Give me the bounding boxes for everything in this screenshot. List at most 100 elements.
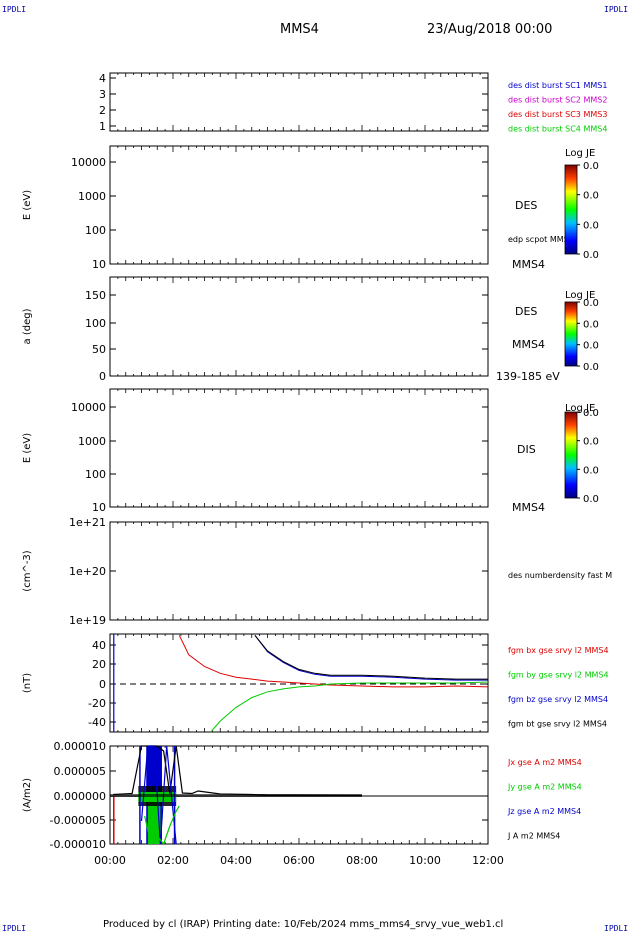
legend-burst: des dist burst SC2 MMS2 xyxy=(508,96,607,105)
bfield-series xyxy=(210,681,489,733)
y-axis-label-des_pitch: a (deg) xyxy=(22,308,33,344)
y-tick-label: -0.000010 xyxy=(50,838,106,851)
footer-credit: Produced by cl (IRAP) Printing date: 10/… xyxy=(103,919,504,930)
legend-bfield: fgm bx gse srvy l2 MMS4 xyxy=(508,646,609,655)
dis-sc-label: MMS4 xyxy=(512,501,545,514)
colorbar-value: 0.0 xyxy=(583,362,599,373)
legend-burst: des dist burst SC1 MMS1 xyxy=(508,81,607,90)
y-tick-label: 10 xyxy=(92,501,106,514)
y-tick-label: 2 xyxy=(99,104,106,117)
y-tick-label: 1e+19 xyxy=(69,614,106,627)
y-tick-label: 150 xyxy=(85,289,106,302)
legend-burst: des dist burst SC4 MMS4 xyxy=(508,125,607,134)
y-tick-label: 50 xyxy=(92,343,106,356)
y-tick-label: 1e+20 xyxy=(69,565,106,578)
corner-label-top-left: IPDLI xyxy=(2,5,27,14)
colorbar-value: 0.0 xyxy=(583,341,599,352)
legend-bfield: fgm bt gse srvy l2 MMS4 xyxy=(508,720,607,729)
corner-label-bottom-right: IPDLI xyxy=(604,924,629,933)
current-burst-fill xyxy=(147,796,161,844)
energy-range-label: 139-185 eV xyxy=(496,370,560,383)
date-title: 23/Aug/2018 00:00 xyxy=(427,22,553,37)
scpot-label: edp scpot MMS4 xyxy=(508,235,574,244)
colorbar-title: Log JE xyxy=(565,290,595,301)
panel-frame-des_energy xyxy=(109,145,489,265)
x-tick-label: 08:00 xyxy=(346,854,378,867)
bfield-series xyxy=(254,634,488,680)
y-axis-label-current: (A/m2) xyxy=(22,778,33,812)
y-tick-label: 1000 xyxy=(78,435,106,448)
panel-frame-dis_energy xyxy=(109,388,489,508)
colorbar-value: 0.0 xyxy=(583,319,599,330)
current-noise-band xyxy=(110,794,362,797)
x-tick-label: 00:00 xyxy=(94,854,126,867)
x-tick-label: 10:00 xyxy=(409,854,441,867)
y-tick-label: 1e+21 xyxy=(69,516,106,529)
current-series xyxy=(140,745,177,845)
spacecraft-title: MMS4 xyxy=(280,22,319,37)
colorbar-value: 0.0 xyxy=(583,250,599,261)
colorbar-title: Log JE xyxy=(565,403,595,414)
colorbar-value: 0.0 xyxy=(583,298,599,309)
y-tick-label: 100 xyxy=(85,468,106,481)
des-pitch-sc-label: MMS4 xyxy=(512,338,545,351)
x-tick-label: 06:00 xyxy=(283,854,315,867)
y-tick-label: 100 xyxy=(85,317,106,330)
legend-burst: des dist burst SC3 MMS3 xyxy=(508,110,607,119)
colorbar-value: 0.0 xyxy=(583,191,599,202)
colorbar-value: 0.0 xyxy=(583,437,599,448)
y-tick-label: 20 xyxy=(92,658,106,671)
x-tick-label: 02:00 xyxy=(157,854,189,867)
x-tick-label: 12:00 xyxy=(472,854,504,867)
legend-bfield: fgm bz gse srvy l2 MMS4 xyxy=(508,695,608,704)
bfield-series xyxy=(254,634,488,681)
colorbar-value: 0.0 xyxy=(583,408,599,419)
y-tick-label: 40 xyxy=(92,639,106,652)
dis-label: DIS xyxy=(517,443,536,456)
des-energy-sc-label: MMS4 xyxy=(512,258,545,271)
des-pitch-label: DES xyxy=(515,305,537,318)
corner-label-bottom-left: IPDLI xyxy=(2,924,27,933)
colorbar-title: Log JE xyxy=(565,148,595,159)
panel-frame-des_pitch xyxy=(109,276,489,377)
y-axis-label-bfield: (nT) xyxy=(22,673,33,693)
colorbar-scale xyxy=(564,164,578,255)
x-tick-label: 04:00 xyxy=(220,854,252,867)
legend-bfield: fgm by gse srvy l2 MMS4 xyxy=(508,671,609,680)
legend-current: Jz gse A m2 MMS4 xyxy=(507,807,581,816)
y-tick-label: -20 xyxy=(88,697,106,710)
legend-current: Jx gse A m2 MMS4 xyxy=(507,758,582,767)
panel-frame-burst xyxy=(109,72,489,132)
y-tick-label: 0.000000 xyxy=(54,790,107,803)
panel-frame-density xyxy=(109,521,489,621)
y-tick-label: 1 xyxy=(99,120,106,133)
y-axis-label-density: (cm^-3) xyxy=(22,550,33,591)
y-tick-label: 10 xyxy=(92,258,106,271)
y-tick-label: 3 xyxy=(99,88,106,101)
des-label: DES xyxy=(515,199,537,212)
y-tick-label: 100 xyxy=(85,224,106,237)
colorbar-scale xyxy=(564,301,578,367)
colorbar-scale xyxy=(564,411,578,499)
y-tick-label: 0 xyxy=(99,370,106,383)
y-tick-label: 1000 xyxy=(78,190,106,203)
y-tick-label: 10000 xyxy=(71,401,106,414)
y-tick-label: 10000 xyxy=(71,156,106,169)
y-axis-label-dis_energy: E (eV) xyxy=(22,433,33,463)
y-tick-label: 0.000005 xyxy=(54,765,107,778)
y-axis-label-des_energy: E (eV) xyxy=(22,190,33,220)
y-tick-label: 4 xyxy=(99,72,106,85)
legend-current: J A m2 MMS4 xyxy=(507,832,560,841)
y-tick-label: 0.000010 xyxy=(54,740,107,753)
colorbar-value: 0.0 xyxy=(583,465,599,476)
colorbar-value: 0.0 xyxy=(583,494,599,505)
colorbar-value: 0.0 xyxy=(583,220,599,231)
y-tick-label: -40 xyxy=(88,716,106,729)
density-legend: des numberdensity fast M xyxy=(508,571,612,580)
y-tick-label: 0 xyxy=(99,678,106,691)
y-tick-label: -0.000005 xyxy=(50,814,106,827)
colorbar-value: 0.0 xyxy=(583,161,599,172)
bfield-series xyxy=(178,635,489,688)
legend-current: Jy gse A m2 MMS4 xyxy=(507,783,582,792)
